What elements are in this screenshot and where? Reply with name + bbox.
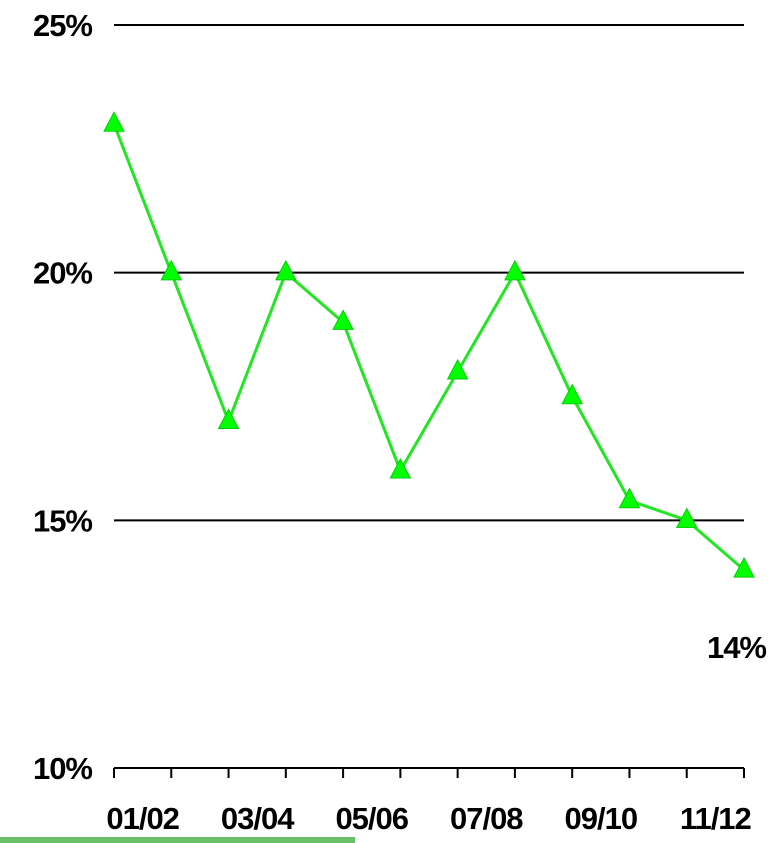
x-tick-label: 11/12 (680, 801, 751, 836)
data-point-marker (618, 487, 641, 509)
x-tick-label: 03/04 (221, 801, 295, 836)
y-tick-labels: 10% 15% 20% 25% (33, 8, 93, 786)
y-tick-label: 10% (33, 751, 92, 786)
series (103, 111, 755, 578)
y-tick-label: 15% (33, 503, 92, 538)
data-point-marker (389, 457, 412, 479)
data-point-marker (160, 259, 183, 281)
annotations: 14% (707, 630, 767, 665)
data-point-marker (561, 383, 584, 405)
x-tick-label: 09/10 (565, 801, 638, 836)
data-point-marker (504, 259, 526, 281)
data-point-marker (217, 408, 240, 429)
y-tick-label: 25% (33, 8, 92, 43)
x-axis (113, 767, 745, 778)
y-tick-label: 20% (33, 256, 92, 291)
series-line (112, 123, 745, 572)
data-point-marker (332, 309, 354, 330)
data-point-marker (103, 111, 125, 132)
x-tick-labels: 01/02 03/04 05/06 07/08 09/10 11/12 (106, 801, 751, 836)
x-tick-label: 01/02 (106, 801, 179, 836)
data-point-marker (274, 259, 297, 281)
x-tick-label: 05/06 (335, 801, 408, 836)
data-label: 14% (707, 630, 766, 665)
x-tick-label: 07/08 (450, 801, 523, 836)
data-point-marker (733, 557, 755, 578)
gridlines (114, 24, 744, 522)
footer-accent-bar (0, 837, 355, 843)
data-point-marker (675, 507, 698, 529)
data-point-marker (446, 358, 469, 380)
